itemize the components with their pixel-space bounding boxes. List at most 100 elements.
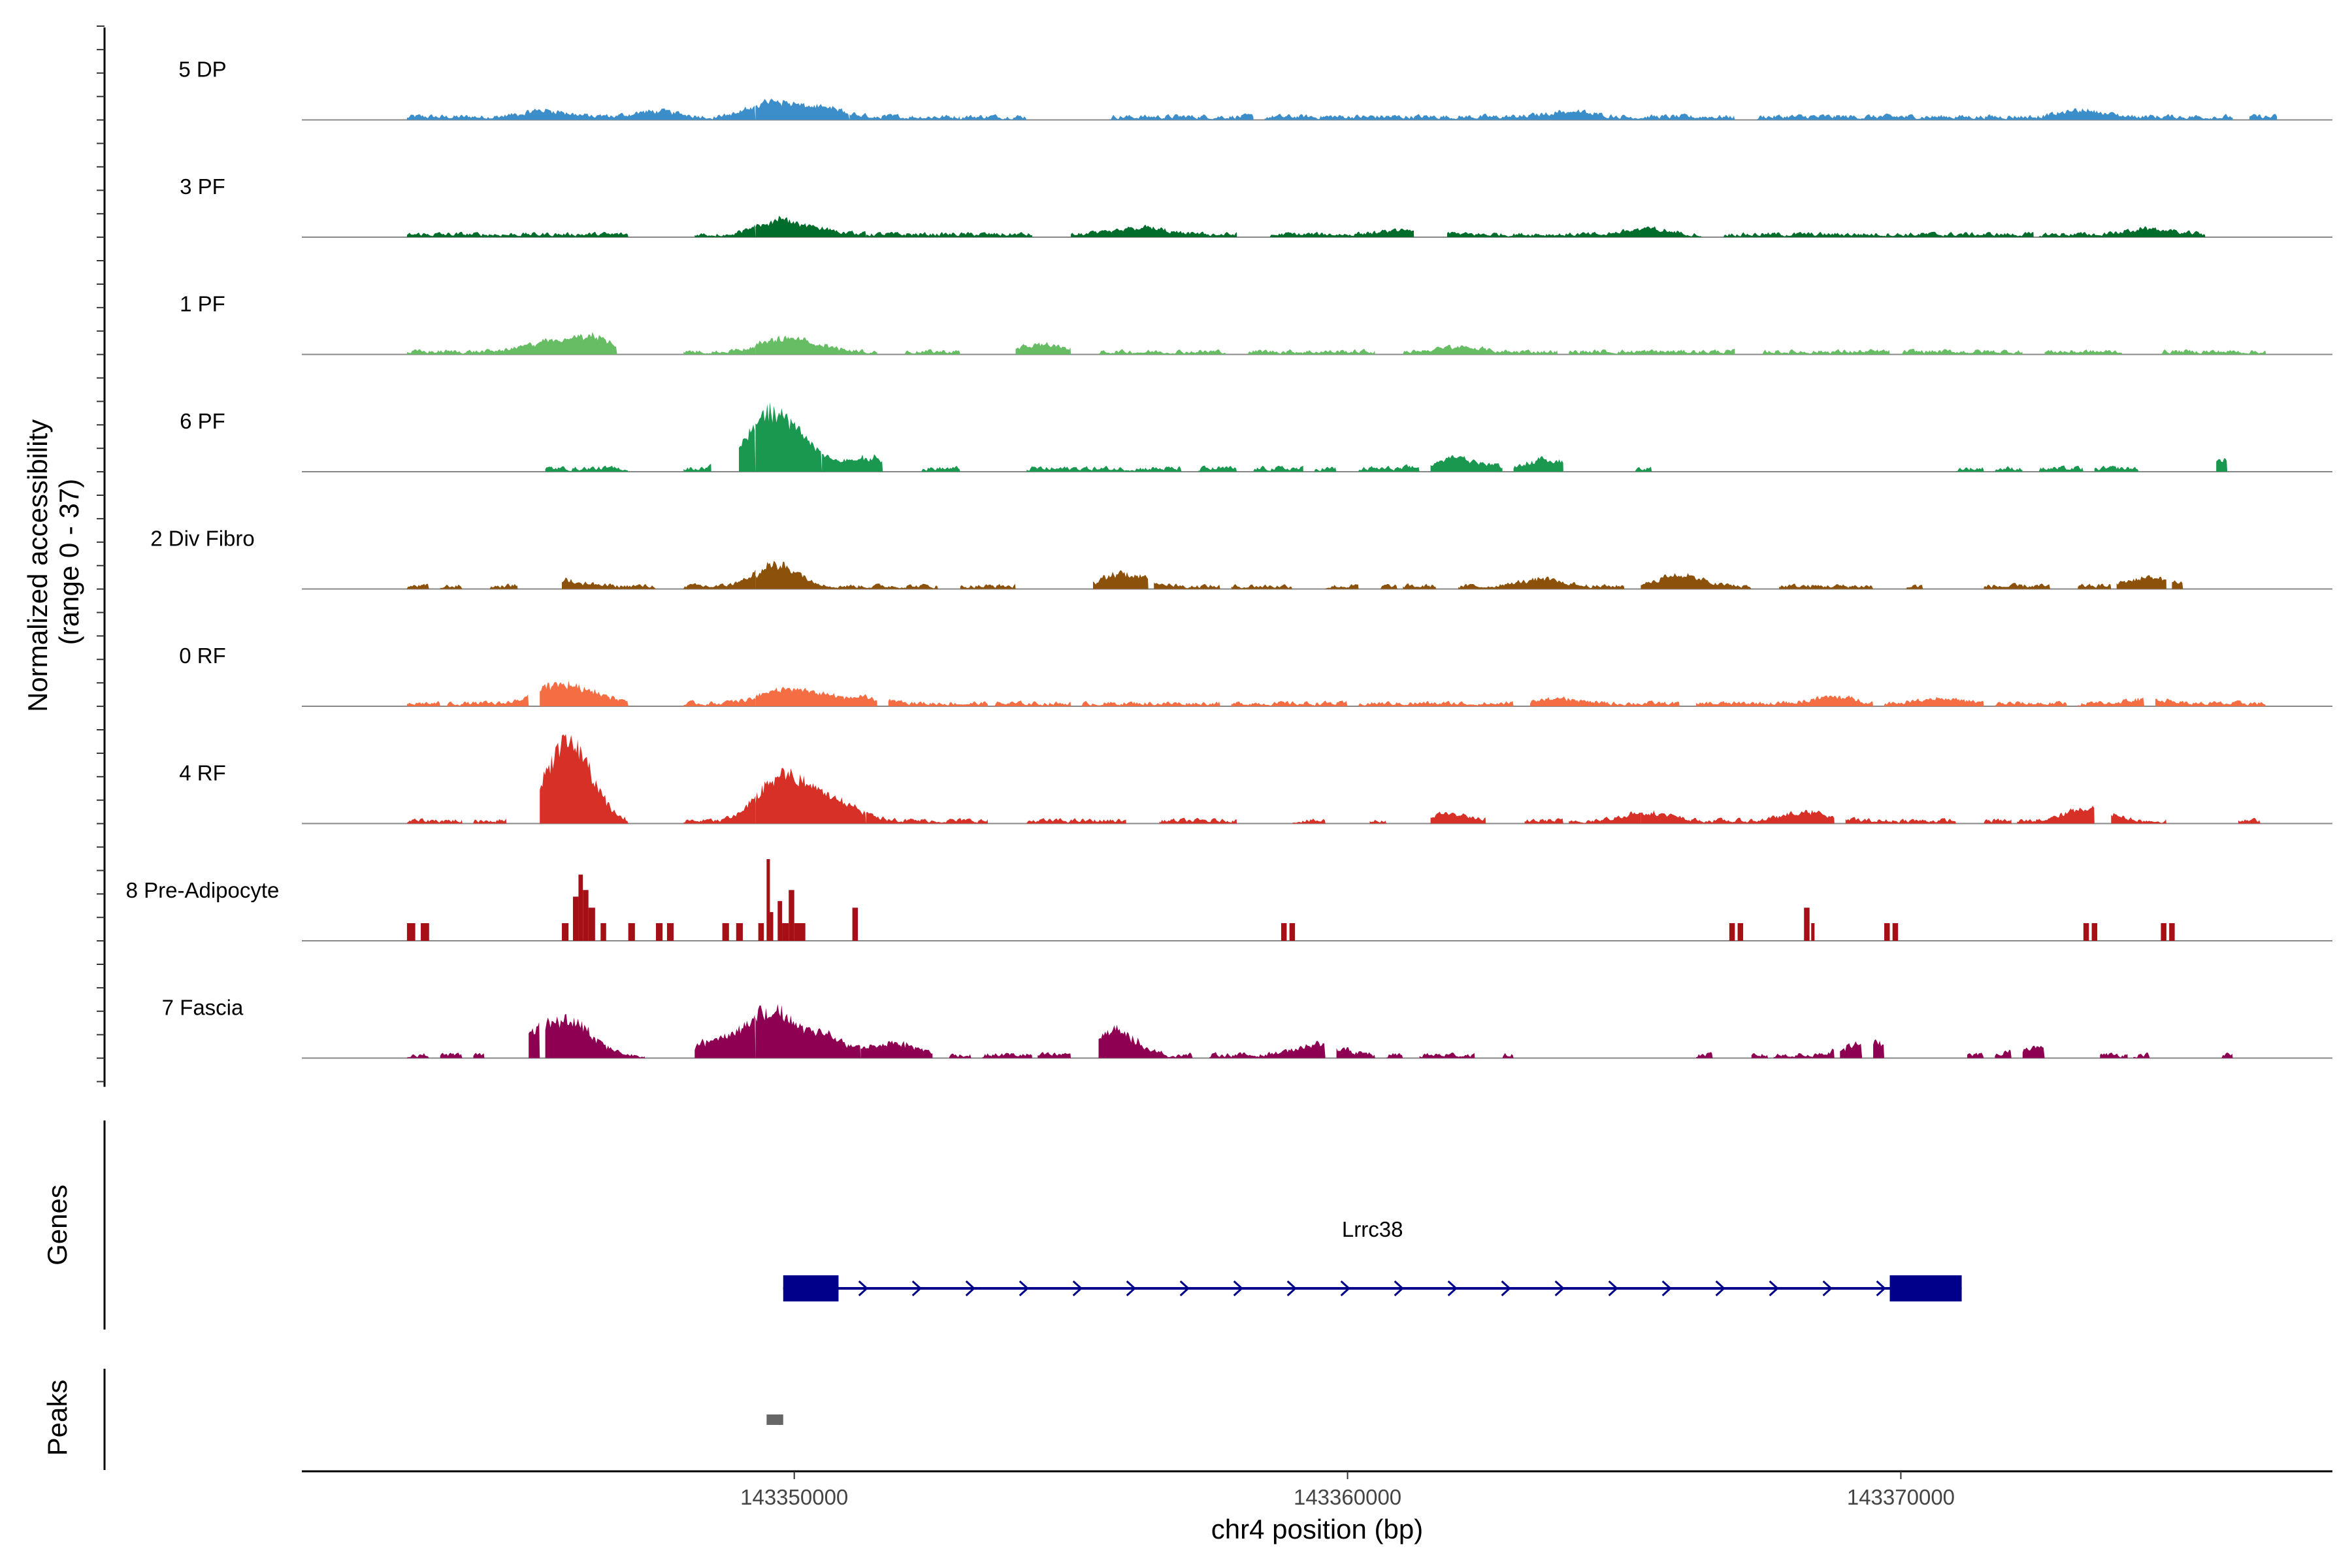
coverage-area (822, 453, 883, 472)
coverage-area (2238, 818, 2261, 824)
coverage-area (1773, 1049, 1835, 1058)
coverage-area (1779, 583, 1874, 589)
coverage-bar (766, 859, 770, 941)
strand-arrow (1769, 1280, 1779, 1297)
coverage-area (1635, 466, 1652, 472)
coverage-area (849, 112, 960, 120)
coverage-area (866, 231, 1032, 237)
strand-arrow (1501, 1280, 1511, 1297)
coverage-area (1037, 1052, 1071, 1058)
coverage-bar (852, 907, 858, 941)
y-axis-title-line1: Normalized accessibility (22, 419, 53, 712)
coverage-area (1641, 573, 1752, 589)
strand-arrow (1447, 1280, 1458, 1297)
peak-region (766, 1414, 783, 1425)
coverage-area (1071, 224, 1237, 237)
coverage-area (1447, 226, 1702, 237)
strand-arrow (1286, 1280, 1297, 1297)
track-6: 0 RF (179, 644, 2332, 707)
coverage-area (406, 700, 440, 706)
coverage-area (1430, 455, 1503, 472)
coverage-area (1840, 1041, 1863, 1058)
coverage-bar (421, 923, 429, 941)
coverage-area (2039, 226, 2206, 237)
coverage-area (1098, 349, 1226, 355)
coverage-bar (2091, 923, 2098, 941)
strand-arrow (1019, 1280, 1029, 1297)
coverage-area (1884, 696, 1984, 706)
coverage-bar (798, 923, 806, 941)
coverage-area (694, 224, 756, 237)
coverage-area (755, 687, 877, 706)
x-tick-label: 143360000 (1294, 1485, 1401, 1509)
coverage-bar (406, 923, 416, 941)
coverage-area (1513, 456, 1563, 472)
coverage-area (1901, 349, 2023, 355)
track-label: 8 Pre-Adipocyte (126, 878, 280, 902)
coverage-area (1264, 114, 1458, 120)
strand-arrow (965, 1280, 975, 1297)
coverage-area (1231, 700, 1348, 706)
coverage-bar (578, 874, 583, 941)
coverage-bar (583, 890, 589, 941)
strand-arrow (1715, 1280, 1725, 1297)
track-label: 7 Fascia (162, 996, 244, 1020)
coverage-bar (1811, 923, 1815, 941)
coverage-bar (777, 901, 783, 941)
coverage-area (1270, 228, 1414, 237)
coverage-bar (666, 923, 674, 941)
coverage-area (1403, 583, 1437, 589)
coverage-bar (1737, 923, 1744, 941)
strand-arrow (1340, 1280, 1350, 1297)
coverage-area (1253, 465, 1303, 472)
track-label: 2 Div Fibro (150, 527, 255, 551)
coverage-area (2039, 465, 2083, 472)
coverage-bar (1884, 923, 1890, 941)
coverage-area (1159, 817, 1237, 824)
coverage-area (1336, 1047, 1375, 1058)
coverage-area (1967, 1053, 1984, 1058)
coverage-area (406, 106, 756, 120)
coverage-area (755, 99, 850, 120)
coverage-area (1209, 1041, 1326, 1058)
coverage-area (1154, 582, 1220, 589)
coverage-area (860, 1040, 933, 1058)
coverage-area (545, 465, 629, 472)
coverage-area (489, 583, 518, 589)
coverage-area (755, 1004, 861, 1058)
coverage-bar (789, 890, 794, 941)
coverage-area (1984, 818, 2012, 824)
coverage-bar (758, 923, 764, 941)
track-label: 3 PF (180, 174, 225, 199)
coverage-bar (628, 923, 635, 941)
coverage-bar (1729, 923, 1735, 941)
coverage-area (1198, 465, 1237, 472)
coverage-area (406, 1053, 429, 1058)
gene-exon (1889, 1275, 1962, 1301)
coverage-area (683, 569, 756, 589)
coverage-y-axis (97, 25, 106, 1087)
strand-arrow (1394, 1280, 1404, 1297)
track-2: 3 PF (180, 174, 2332, 238)
coverage-area (1403, 344, 1558, 355)
coverage-area (1845, 817, 1957, 824)
coverage-area (1358, 464, 1420, 472)
coverage-area (1369, 819, 1386, 824)
coverage-area (1248, 348, 1375, 355)
strand-arrow (1554, 1280, 1565, 1297)
coverage-bar (2161, 923, 2166, 941)
coverage-area (683, 697, 756, 706)
coverage-area (2044, 350, 2123, 355)
gene-track: Lrrc38 (783, 1217, 1962, 1301)
strand-arrow (1608, 1280, 1618, 1297)
coverage-area (1358, 700, 1514, 706)
coverage-area (2100, 1053, 2128, 1058)
coverage-area (2221, 1053, 2233, 1058)
coverage-area (1380, 584, 1397, 589)
coverage-area (755, 402, 823, 472)
coverage-area (1984, 583, 2051, 589)
coverage-area (1530, 696, 1680, 706)
coverage-area (440, 584, 463, 589)
coverage-area (2094, 465, 2139, 472)
x-tick-label: 143370000 (1847, 1485, 1955, 1509)
